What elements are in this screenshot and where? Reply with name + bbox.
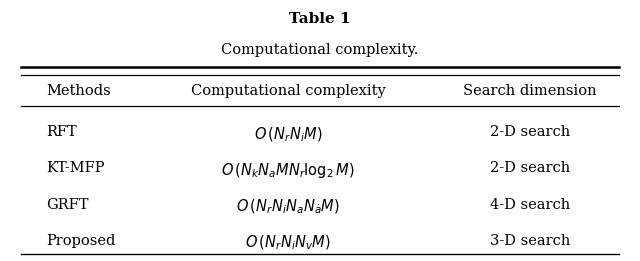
Text: Computational complexity: Computational complexity [191,84,385,98]
Text: 2-D search: 2-D search [490,125,570,139]
Text: $O\,(N_rN_iN_vM)$: $O\,(N_rN_iN_vM)$ [245,234,331,252]
Text: 3-D search: 3-D search [490,234,570,248]
Text: KT-MFP: KT-MFP [46,162,104,175]
Text: GRFT: GRFT [46,198,88,212]
Text: $O\,(N_rN_iM)$: $O\,(N_rN_iM)$ [254,125,323,144]
Text: RFT: RFT [46,125,77,139]
Text: 2-D search: 2-D search [490,162,570,175]
Text: 4-D search: 4-D search [490,198,570,212]
Text: $O\,(N_kN_aMN_r\log_2 M)$: $O\,(N_kN_aMN_r\log_2 M)$ [221,162,355,181]
Text: Methods: Methods [46,84,111,98]
Text: Table 1: Table 1 [289,12,351,26]
Text: Computational complexity.: Computational complexity. [221,43,419,57]
Text: $O\,(N_rN_iN_aN_{\dot{a}}M)$: $O\,(N_rN_iN_aN_{\dot{a}}M)$ [236,198,340,216]
Text: Search dimension: Search dimension [463,84,597,98]
Text: Proposed: Proposed [46,234,115,248]
